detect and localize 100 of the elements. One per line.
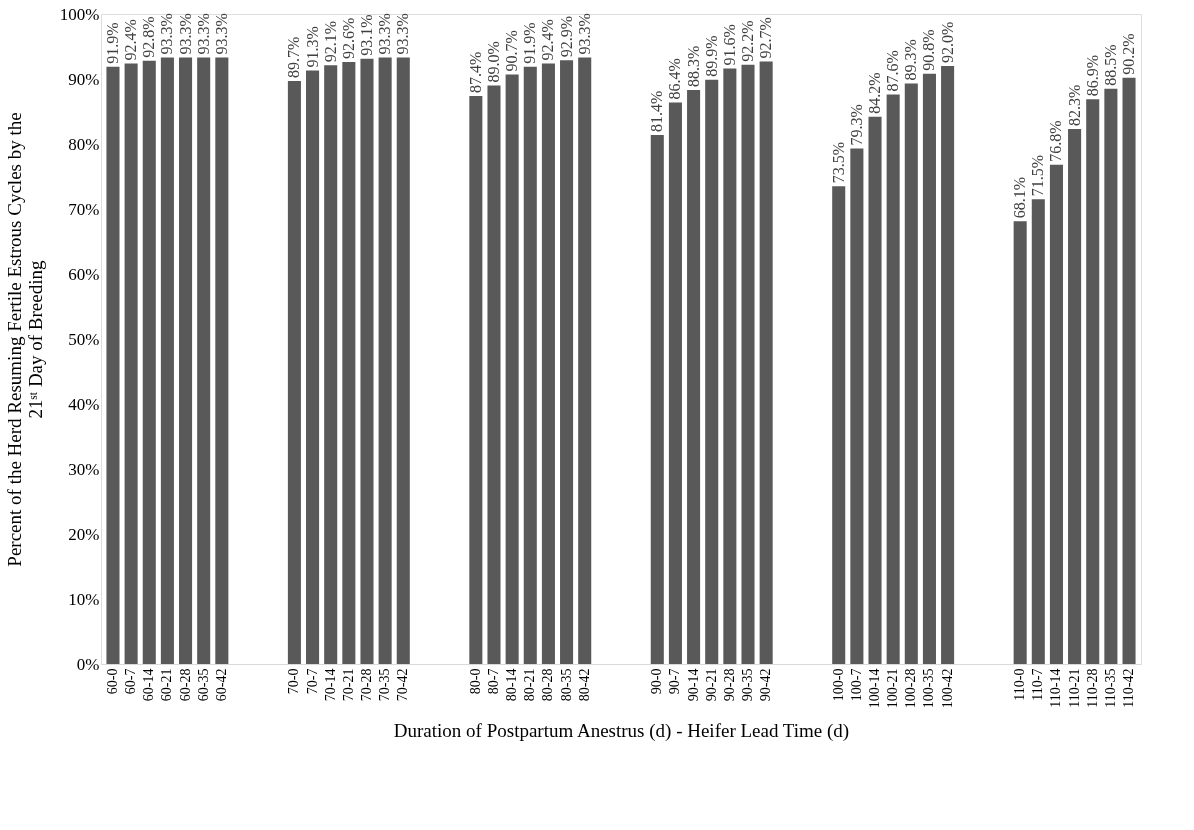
y-tick-label: 60% xyxy=(68,264,100,284)
data-label: 89.7% xyxy=(285,36,303,78)
x-tick-label: 100-28 xyxy=(903,668,919,709)
data-label: 91.9% xyxy=(521,22,539,64)
data-label: 93.3% xyxy=(575,13,593,55)
bar xyxy=(578,57,592,664)
data-label: 88.3% xyxy=(684,45,702,88)
data-label: 92.8% xyxy=(140,16,158,58)
data-label: 92.4% xyxy=(122,19,140,61)
y-tick-label: 80% xyxy=(68,134,100,154)
data-label: 86.9% xyxy=(1083,54,1101,97)
bar xyxy=(396,57,410,664)
y-tick-label: 100% xyxy=(59,4,100,24)
bar xyxy=(723,68,737,664)
data-label: 76.8% xyxy=(1047,120,1065,162)
data-label: 91.9% xyxy=(103,22,121,64)
bar xyxy=(179,57,193,664)
x-tick-label: 90-42 xyxy=(758,668,774,702)
bar xyxy=(106,66,120,664)
data-label: 93.3% xyxy=(212,13,230,55)
x-tick-label: 80-42 xyxy=(576,668,592,702)
data-label: 79.3% xyxy=(847,104,865,146)
x-tick-label: 90-28 xyxy=(721,668,737,702)
bar xyxy=(487,85,501,664)
x-axis-title: Duration of Postpartum Anestrus (d) - Heifer Lead Time (d) xyxy=(393,720,850,743)
x-tick-label: 80-28 xyxy=(540,668,556,702)
data-label: 81.4% xyxy=(648,90,666,132)
data-label: 92.0% xyxy=(938,21,956,63)
x-tick-label: 70-35 xyxy=(377,668,393,702)
data-label: 73.5% xyxy=(829,141,847,184)
data-label: 93.3% xyxy=(394,13,412,55)
data-label: 93.3% xyxy=(194,13,212,55)
bar xyxy=(469,95,483,664)
bar xyxy=(523,66,537,664)
x-tick-label: 80-0 xyxy=(467,668,483,695)
x-tick-label: 100-7 xyxy=(848,668,864,702)
data-label: 93.3% xyxy=(176,13,194,55)
data-label: 92.1% xyxy=(321,21,339,63)
bar xyxy=(160,57,174,664)
bar xyxy=(868,116,882,664)
x-tick-label: 70-7 xyxy=(304,668,320,695)
x-tick-label: 70-14 xyxy=(322,668,338,702)
data-label: 88.5% xyxy=(1101,44,1119,86)
data-label: 93.1% xyxy=(357,14,375,56)
bar xyxy=(142,60,156,664)
x-tick-label: 70-28 xyxy=(358,668,374,702)
x-tick-label: 80-7 xyxy=(485,668,501,695)
x-tick-label: 100-14 xyxy=(867,668,883,709)
y-tick-label: 40% xyxy=(68,394,100,414)
bar xyxy=(378,57,392,664)
x-tick-label: 60-0 xyxy=(104,668,120,695)
data-label: 86.4% xyxy=(666,58,684,100)
x-tick-label: 90-14 xyxy=(685,668,701,702)
y-tick-label: 70% xyxy=(68,199,100,219)
bar xyxy=(324,65,338,664)
bar xyxy=(904,83,918,664)
data-label: 68.1% xyxy=(1011,177,1029,219)
x-tick-label: 60-7 xyxy=(123,668,139,695)
x-tick-label: 100-21 xyxy=(885,668,901,709)
bar xyxy=(124,63,138,664)
bar xyxy=(197,57,211,664)
data-label: 92.4% xyxy=(539,19,557,61)
x-tick-label: 110-0 xyxy=(1012,668,1028,701)
x-tick-label: 60-21 xyxy=(159,668,175,702)
bar xyxy=(287,80,301,664)
bar xyxy=(832,186,846,664)
bar xyxy=(705,79,719,664)
data-label: 91.3% xyxy=(303,26,321,68)
data-label: 89.3% xyxy=(902,39,920,81)
data-label: 87.4% xyxy=(466,51,484,93)
bar xyxy=(360,58,374,664)
x-tick-label: 90-35 xyxy=(740,668,756,702)
x-tick-label: 100-35 xyxy=(921,668,937,709)
y-tick-label: 20% xyxy=(68,524,100,544)
data-label: 71.5% xyxy=(1029,154,1047,197)
bar xyxy=(687,90,701,664)
data-label: 92.6% xyxy=(339,17,357,60)
bar xyxy=(1031,199,1045,664)
bar xyxy=(741,64,755,664)
data-label: 91.6% xyxy=(720,24,738,66)
x-tick-label: 110-28 xyxy=(1084,668,1100,708)
x-tick-label: 100-42 xyxy=(939,668,955,709)
x-tick-label: 110-35 xyxy=(1102,668,1118,708)
bar xyxy=(1086,99,1100,664)
y-tick-label: 90% xyxy=(68,69,100,89)
data-label: 89.9% xyxy=(702,35,720,77)
y-tick-label: 50% xyxy=(68,329,100,349)
bar xyxy=(1013,221,1027,664)
bar xyxy=(1049,164,1063,664)
bar xyxy=(886,94,900,664)
data-label: 90.7% xyxy=(503,30,521,72)
bar xyxy=(759,61,773,664)
x-tick-label: 90-7 xyxy=(667,668,683,695)
data-label: 87.6% xyxy=(884,50,902,92)
y-tick-label: 10% xyxy=(68,589,100,609)
data-label: 93.3% xyxy=(158,13,176,55)
x-tick-label: 110-21 xyxy=(1066,668,1082,708)
data-label: 82.3% xyxy=(1065,84,1083,127)
x-tick-label: 70-21 xyxy=(340,668,356,702)
x-tick-label: 70-0 xyxy=(286,668,302,695)
